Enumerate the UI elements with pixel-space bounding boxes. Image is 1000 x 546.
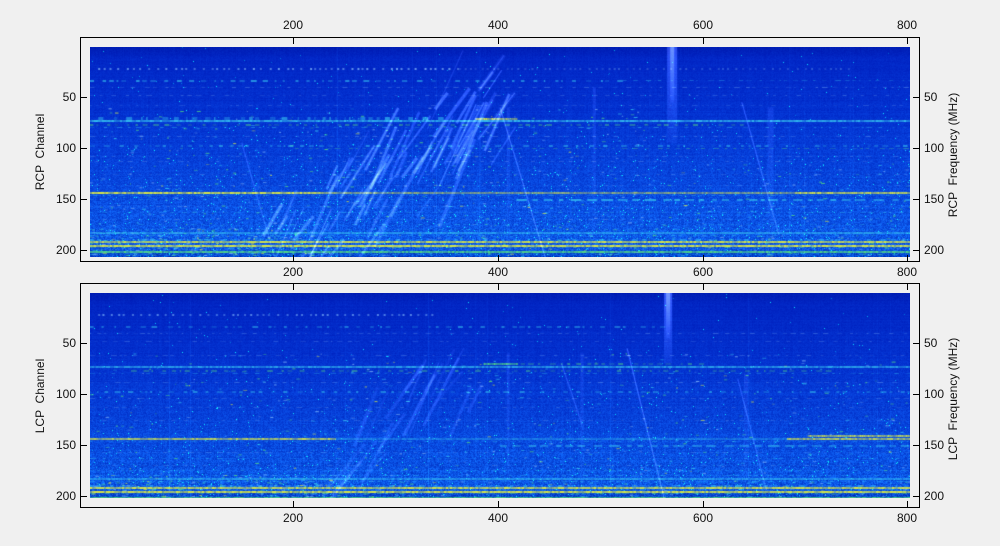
rcp-x-tick-label-bottom: 400	[487, 265, 509, 279]
rcp-spectrogram-canvas	[90, 47, 910, 257]
rcp-y-tick-left	[81, 250, 87, 251]
lcp-y-tick-label-left: 150	[55, 438, 76, 452]
rcp-y-tick-right	[913, 250, 919, 251]
lcp-x-tick-top	[293, 284, 294, 290]
rcp-y-tick-label-right: 100	[924, 141, 945, 155]
rcp-x-tick-bottom	[498, 255, 499, 261]
lcp-y-tick-label-left: 100	[55, 387, 76, 401]
lcp-y-tick-label-right: 100	[924, 387, 945, 401]
rcp-x-tick-label-top: 800	[896, 18, 918, 32]
lcp-y-tick-left	[81, 445, 87, 446]
rcp-y-tick-left	[81, 199, 87, 200]
lcp-y-tick-label-right: 50	[924, 336, 938, 350]
rcp-x-tick-label-bottom: 800	[896, 265, 918, 279]
lcp-x-tick-bottom	[293, 501, 294, 507]
rcp-y-tick-label-left: 150	[55, 192, 76, 206]
rcp-y-tick-right	[913, 199, 919, 200]
rcp-y-tick-label-right: 150	[924, 192, 945, 206]
lcp-y-tick-right	[913, 496, 919, 497]
rcp-y-tick-right	[913, 97, 919, 98]
rcp-x-tick-bottom	[907, 255, 908, 261]
rcp-x-tick-top	[498, 38, 499, 44]
lcp-y-tick-label-left: 50	[62, 336, 76, 350]
lcp-x-tick-label-bottom: 600	[692, 511, 714, 525]
rcp-x-tick-top	[293, 38, 294, 44]
lcp-x-tick-label-bottom: 400	[487, 511, 509, 525]
rcp-x-tick-top	[907, 38, 908, 44]
rcp-x-tick-label-top: 400	[487, 18, 509, 32]
rcp-x-tick-label-bottom: 600	[692, 265, 714, 279]
lcp-x-tick-bottom	[498, 501, 499, 507]
lcp-plot-frame	[80, 283, 920, 508]
rcp-y-tick-label-left: 100	[55, 141, 76, 155]
lcp-y-tick-left	[81, 496, 87, 497]
rcp-y-tick-label-right: 200	[924, 243, 945, 257]
rcp-x-tick-label-top: 600	[692, 18, 714, 32]
rcp-y-tick-label-left: 50	[62, 90, 76, 104]
lcp-y-tick-right	[913, 445, 919, 446]
lcp-x-tick-top	[498, 284, 499, 290]
lcp-y-tick-right	[913, 394, 919, 395]
lcp-y-tick-left	[81, 394, 87, 395]
rcp-y-tick-label-right: 50	[924, 90, 938, 104]
lcp-spectrogram-canvas	[90, 293, 910, 498]
lcp-x-tick-label-bottom: 800	[896, 511, 918, 525]
lcp-x-tick-label-bottom: 200	[282, 511, 304, 525]
lcp-x-tick-bottom	[907, 501, 908, 507]
rcp-ylabel-right: RCP Frequency (MHz)	[946, 92, 960, 218]
rcp-x-tick-bottom	[293, 255, 294, 261]
lcp-y-tick-label-right: 150	[924, 438, 945, 452]
rcp-x-tick-label-top: 200	[282, 18, 304, 32]
lcp-x-tick-bottom	[703, 501, 704, 507]
rcp-x-tick-bottom	[703, 255, 704, 261]
lcp-y-tick-label-right: 200	[924, 489, 945, 503]
rcp-y-tick-left	[81, 97, 87, 98]
rcp-y-tick-label-left: 200	[55, 243, 76, 257]
lcp-y-tick-label-left: 200	[55, 489, 76, 503]
rcp-y-tick-left	[81, 148, 87, 149]
lcp-x-tick-top	[907, 284, 908, 290]
lcp-y-tick-left	[81, 343, 87, 344]
lcp-x-tick-top	[703, 284, 704, 290]
lcp-y-tick-right	[913, 343, 919, 344]
rcp-x-tick-label-bottom: 200	[282, 265, 304, 279]
rcp-y-tick-right	[913, 148, 919, 149]
rcp-x-tick-top	[703, 38, 704, 44]
rcp-plot-frame	[80, 37, 920, 262]
